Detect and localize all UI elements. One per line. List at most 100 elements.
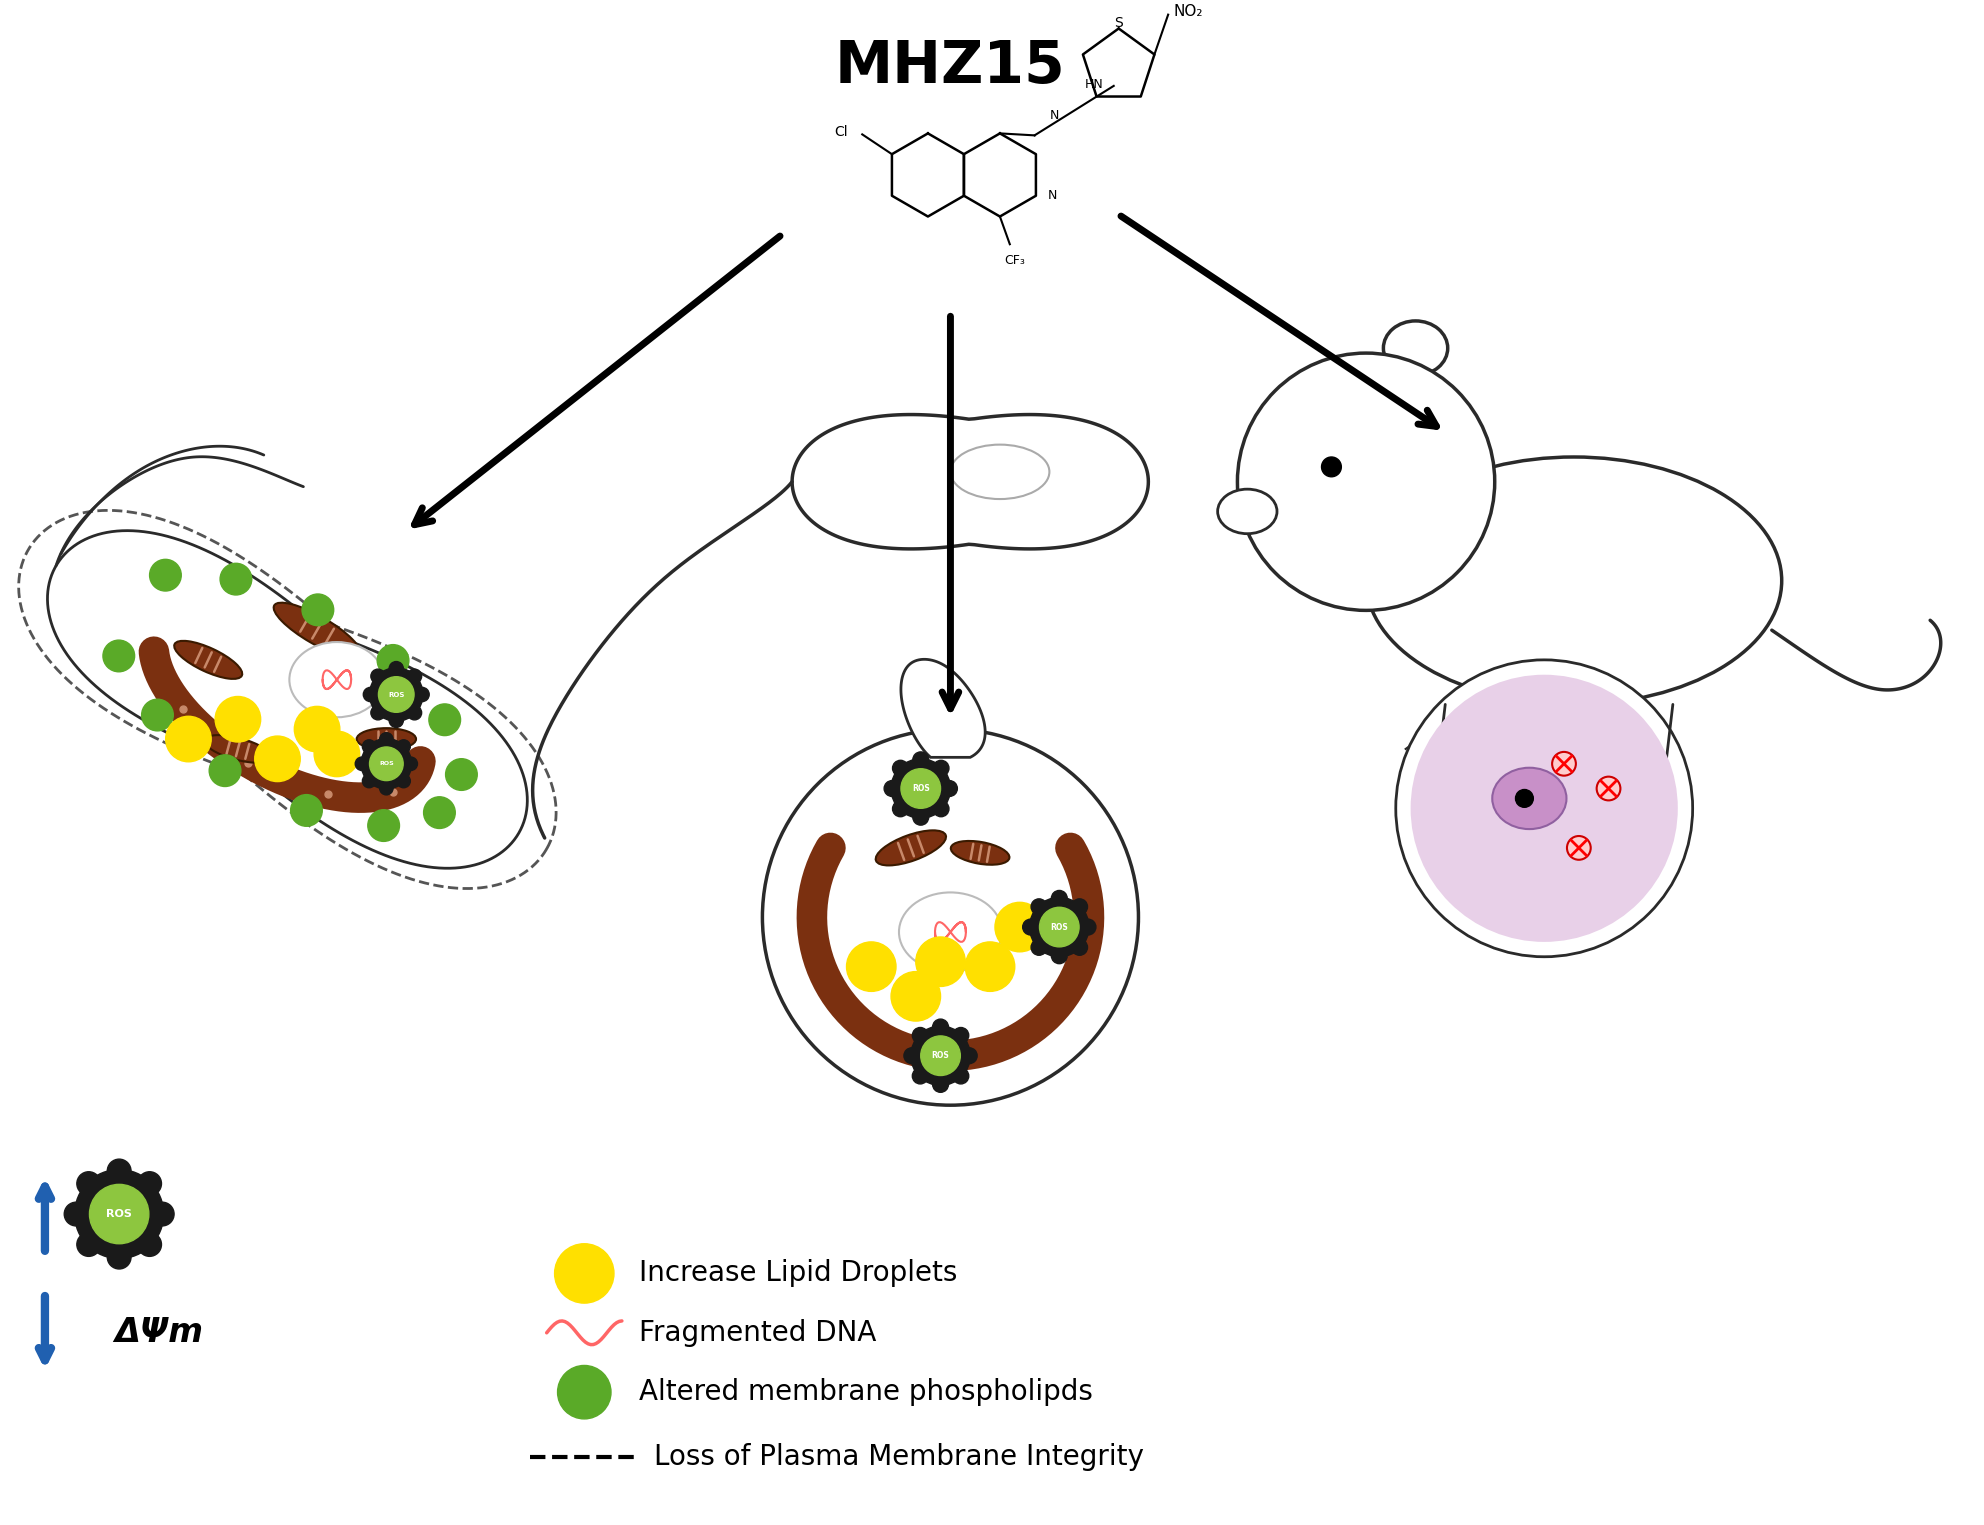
Text: NO₂: NO₂ [1173, 5, 1202, 20]
Circle shape [1030, 897, 1089, 956]
Circle shape [294, 706, 339, 752]
Text: ROS: ROS [389, 691, 405, 697]
Text: Fragmented DNA: Fragmented DNA [639, 1319, 877, 1347]
Circle shape [893, 801, 909, 817]
Circle shape [891, 759, 950, 819]
Circle shape [942, 781, 958, 796]
Text: ROS: ROS [913, 784, 930, 793]
Circle shape [363, 775, 375, 788]
Circle shape [932, 801, 948, 817]
Circle shape [389, 662, 403, 676]
Circle shape [893, 761, 909, 776]
Ellipse shape [899, 892, 1002, 971]
Ellipse shape [950, 445, 1050, 499]
Circle shape [407, 669, 423, 683]
Ellipse shape [950, 840, 1010, 865]
Circle shape [901, 769, 940, 808]
Text: S: S [1115, 15, 1123, 30]
Circle shape [361, 738, 411, 788]
Circle shape [371, 669, 385, 683]
Circle shape [952, 1028, 968, 1043]
Circle shape [913, 1028, 929, 1043]
Circle shape [932, 1077, 948, 1092]
Circle shape [355, 756, 369, 770]
Ellipse shape [1218, 490, 1278, 534]
Circle shape [425, 796, 454, 828]
Circle shape [1071, 898, 1087, 915]
Circle shape [103, 640, 135, 673]
Text: CF₃: CF₃ [1004, 255, 1026, 267]
Ellipse shape [1411, 674, 1678, 942]
Text: ROS: ROS [1050, 923, 1067, 932]
Circle shape [208, 755, 240, 787]
Circle shape [913, 752, 929, 767]
Circle shape [885, 781, 901, 796]
Circle shape [1052, 949, 1067, 964]
Circle shape [75, 1170, 165, 1258]
Circle shape [379, 677, 415, 712]
Circle shape [932, 1019, 948, 1035]
Circle shape [911, 1026, 970, 1086]
Polygon shape [792, 415, 1149, 549]
Circle shape [167, 717, 210, 762]
Circle shape [415, 688, 429, 702]
Circle shape [371, 706, 385, 720]
Circle shape [77, 1171, 101, 1196]
Circle shape [905, 1048, 921, 1063]
Circle shape [149, 560, 181, 592]
Circle shape [77, 1232, 101, 1257]
Polygon shape [48, 531, 528, 868]
Circle shape [1022, 920, 1038, 935]
Text: ΔΨm: ΔΨm [115, 1316, 202, 1350]
Circle shape [556, 1244, 613, 1304]
Ellipse shape [1367, 458, 1782, 705]
Circle shape [446, 759, 478, 790]
Text: N: N [1050, 110, 1059, 122]
Circle shape [994, 903, 1044, 952]
Circle shape [1032, 898, 1048, 915]
Circle shape [558, 1365, 611, 1418]
Circle shape [1597, 776, 1621, 801]
Circle shape [962, 1048, 978, 1063]
Circle shape [1397, 660, 1692, 956]
Circle shape [379, 781, 393, 795]
Circle shape [397, 775, 411, 788]
Circle shape [89, 1185, 149, 1244]
Circle shape [137, 1232, 161, 1257]
Ellipse shape [175, 640, 242, 679]
Circle shape [762, 729, 1139, 1106]
Circle shape [254, 737, 300, 782]
Circle shape [1551, 752, 1575, 776]
Circle shape [891, 971, 940, 1022]
Circle shape [429, 705, 460, 735]
Circle shape [363, 688, 377, 702]
Text: HN: HN [1085, 78, 1103, 92]
Circle shape [107, 1159, 131, 1183]
Circle shape [367, 810, 399, 842]
Circle shape [313, 730, 359, 776]
Circle shape [1079, 920, 1095, 935]
Circle shape [63, 1202, 87, 1226]
Circle shape [1516, 790, 1534, 807]
Circle shape [141, 698, 173, 730]
Circle shape [389, 714, 403, 727]
Circle shape [137, 1171, 161, 1196]
Circle shape [214, 697, 260, 743]
Ellipse shape [204, 735, 272, 762]
Circle shape [151, 1202, 175, 1226]
Text: MHZ15: MHZ15 [835, 38, 1065, 95]
Circle shape [917, 936, 966, 987]
Circle shape [966, 942, 1014, 991]
Ellipse shape [875, 831, 946, 865]
Circle shape [847, 942, 897, 991]
Circle shape [1321, 458, 1341, 477]
Text: ROS: ROS [379, 761, 393, 766]
Ellipse shape [1492, 767, 1567, 830]
Circle shape [1071, 939, 1087, 955]
Circle shape [107, 1246, 131, 1269]
Circle shape [1238, 354, 1494, 610]
Text: Altered membrane phospholipds: Altered membrane phospholipds [639, 1379, 1093, 1406]
Circle shape [363, 740, 375, 753]
Circle shape [290, 795, 321, 827]
Circle shape [377, 645, 409, 676]
